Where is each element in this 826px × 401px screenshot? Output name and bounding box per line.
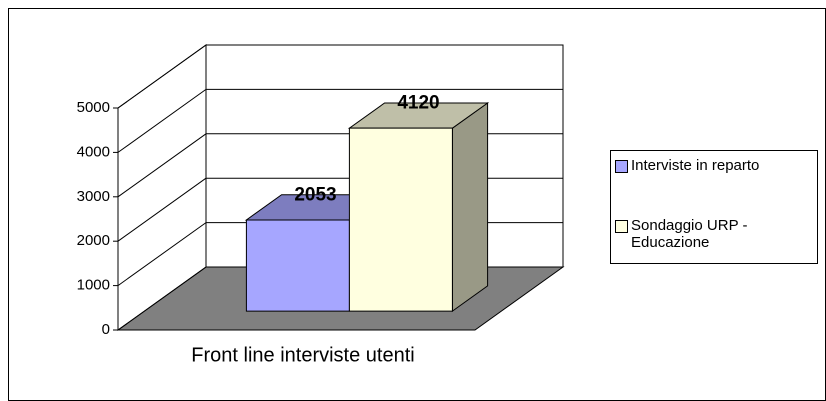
y-tick-label: 1000 (77, 277, 110, 294)
y-tick-label: 5000 (77, 99, 110, 116)
bar (245, 219, 350, 312)
bar-side (451, 101, 489, 313)
y-tick-label: 2000 (77, 232, 110, 249)
bar (348, 127, 453, 312)
y-tick-label: 3000 (77, 188, 110, 205)
legend: Interviste in reparto Sondaggio URP - Edu… (610, 150, 818, 264)
data-label: 2053 (294, 184, 336, 205)
grid-line (117, 44, 207, 109)
y-tick-label: 0 (102, 321, 110, 338)
legend-label: Interviste in reparto (631, 157, 760, 174)
grid-line (117, 222, 207, 287)
legend-swatch (615, 220, 628, 233)
data-label: 4120 (397, 93, 439, 114)
grid-line (117, 177, 207, 242)
grid-line (117, 88, 207, 153)
grid-line (117, 133, 207, 198)
legend-entry: Sondaggio URP - Educazione (615, 217, 811, 251)
legend-label: Sondaggio URP - Educazione (631, 217, 748, 251)
x-tick-label: Front line interviste utenti (191, 344, 414, 366)
legend-swatch (615, 160, 628, 173)
grid-line (117, 266, 207, 331)
y-tick-label: 4000 (77, 143, 110, 160)
legend-entry: Interviste in reparto (615, 157, 811, 174)
